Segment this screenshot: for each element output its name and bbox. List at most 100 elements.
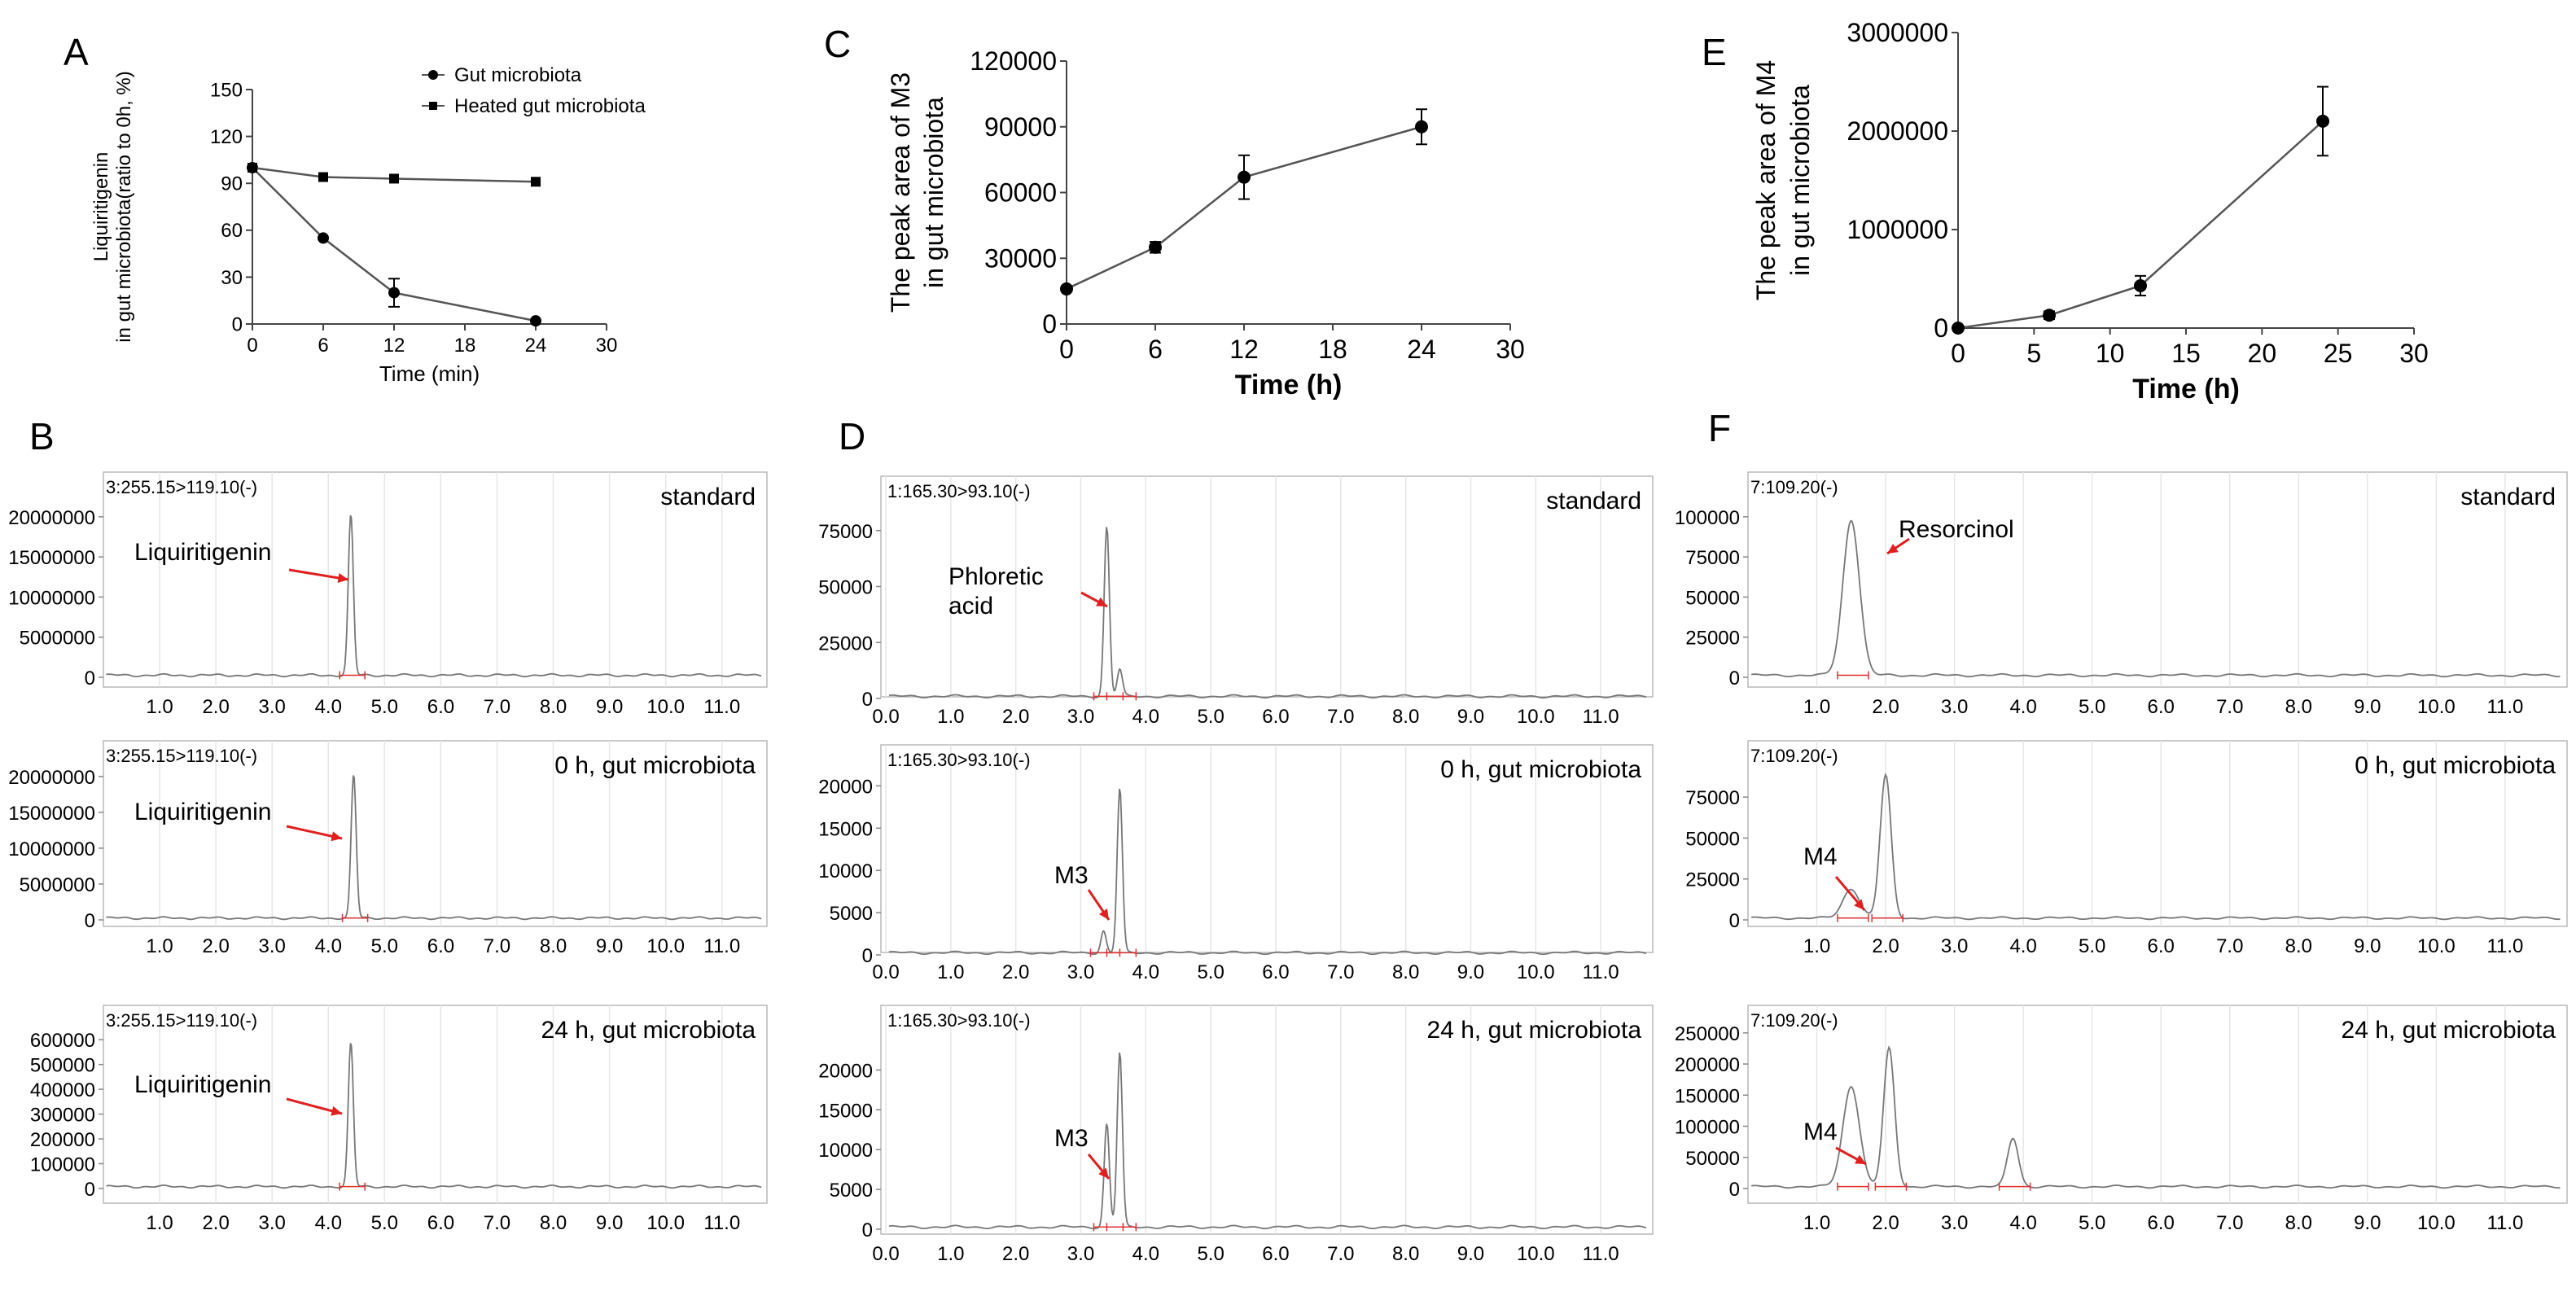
- panel-letter-a: A: [64, 31, 89, 73]
- data-point: [2043, 309, 2056, 322]
- y-tick-label: 0: [85, 668, 95, 690]
- y-tick-label: 1000000: [1847, 215, 1948, 244]
- y-tick-label: 150: [210, 79, 243, 101]
- x-tick-label: 6.0: [1262, 1243, 1289, 1265]
- annotation-arrowhead: [331, 831, 342, 842]
- x-tick-label: 2.0: [1872, 1212, 1899, 1234]
- chromatogram-trace: [888, 527, 1647, 699]
- chromatogram-frame: [103, 740, 768, 927]
- y-tick-label: 5000: [830, 903, 873, 925]
- data-point: [1952, 322, 1965, 335]
- x-tick-label: 15: [2171, 339, 2201, 368]
- chromatogram-frame: [880, 744, 1654, 953]
- y-tick-label: 100000: [1675, 1117, 1740, 1139]
- annotation-arrowhead: [1887, 543, 1899, 554]
- y-tick-label: 20000000: [8, 767, 95, 789]
- x-tick-label: 8.0: [2285, 1212, 2312, 1234]
- condition-label: 24 h, gut microbiota: [1427, 1017, 1642, 1044]
- x-tick-label: 24: [525, 335, 547, 357]
- x-tick-label: 8.0: [540, 696, 567, 718]
- x-tick-label: 3.0: [259, 1212, 286, 1234]
- x-tick-label: 4.0: [1132, 961, 1159, 983]
- x-tick-label: 2.0: [1872, 935, 1899, 957]
- condition-label: standard: [660, 484, 756, 510]
- y-tick-label: 2000000: [1847, 116, 1948, 146]
- peak-label: M4: [1803, 843, 1838, 870]
- data-point: [248, 163, 257, 173]
- chromatogram-frame: [103, 471, 768, 688]
- x-tick-label: 6: [318, 335, 328, 357]
- data-point: [1415, 120, 1428, 134]
- x-tick-label: 3.0: [1067, 706, 1094, 728]
- channel-label: 1:165.30>93.10(-): [887, 481, 1031, 501]
- y-tick-label: 25000: [818, 633, 873, 654]
- y-tick-label: 90: [221, 173, 243, 195]
- channel-label: 3:255.15>119.10(-): [106, 477, 257, 497]
- x-tick-label: 9.0: [2354, 935, 2381, 957]
- x-tick-label: 9.0: [2354, 696, 2381, 718]
- x-tick-label: 2.0: [202, 1212, 229, 1234]
- y-tick-label: 120000: [970, 46, 1057, 76]
- x-tick-label: 1.0: [937, 961, 964, 983]
- x-tick-label: 1.0: [1803, 935, 1830, 957]
- x-tick-label: 9.0: [596, 1212, 623, 1234]
- x-tick-label: 10.0: [646, 1212, 685, 1234]
- y-tick-label: 20000000: [8, 507, 95, 529]
- peak-label: acid: [948, 593, 993, 619]
- y-tick-label: 0: [862, 689, 873, 711]
- x-tick-label: 3.0: [1941, 1212, 1968, 1234]
- x-tick-label: 4.0: [2009, 935, 2036, 957]
- x-tick-label: 6.0: [2148, 935, 2175, 957]
- x-tick-label: 5.0: [1197, 1243, 1224, 1265]
- x-tick-label: 11.0: [1583, 961, 1619, 983]
- x-tick-label: 11.0: [2486, 696, 2523, 718]
- y-tick-label: 100000: [30, 1154, 95, 1176]
- x-tick-label: 4.0: [2009, 1212, 2036, 1234]
- x-tick-label: 11.0: [2486, 935, 2523, 957]
- panel-letter-b: B: [29, 415, 55, 457]
- condition-label: 0 h, gut microbiota: [2355, 752, 2556, 779]
- annotation-arrowhead: [1855, 1154, 1866, 1164]
- x-tick-label: 7.0: [484, 696, 510, 718]
- chromatogram-trace: [1751, 519, 2561, 678]
- data-point: [389, 173, 399, 184]
- channel-label: 7:109.20(-): [1750, 1010, 1838, 1031]
- y-tick-label: 75000: [818, 521, 873, 543]
- x-tick-label: 10.0: [1517, 706, 1555, 728]
- y-tick-label: 60000: [984, 178, 1057, 208]
- x-tick-label: 1.0: [146, 696, 173, 718]
- y-tick-label: 0: [85, 1179, 95, 1201]
- legend-label: Gut microbiota: [454, 64, 582, 86]
- x-tick-label: 6: [1148, 335, 1163, 364]
- panel-letter-e: E: [1702, 31, 1727, 73]
- chromatogram-trace: [1751, 1045, 2561, 1189]
- x-tick-label: 9.0: [1457, 961, 1484, 983]
- channel-label: 7:109.20(-): [1750, 746, 1838, 766]
- x-tick-label: 8.0: [1392, 1243, 1419, 1265]
- peak-label: Phloretic: [948, 563, 1044, 590]
- x-tick-label: 10.0: [646, 935, 685, 957]
- x-tick-label: 8.0: [540, 935, 567, 957]
- y-tick-label: 15000000: [8, 547, 95, 569]
- y-tick-label: 0: [862, 1219, 873, 1241]
- x-tick-label: 11.0: [2486, 1212, 2523, 1234]
- x-tick-label: 5.0: [371, 1212, 398, 1234]
- chromatogram-frame: [1747, 1005, 2568, 1204]
- legend-marker: [428, 70, 438, 80]
- x-tick-label: 24: [1407, 335, 1436, 364]
- x-tick-label: 3.0: [259, 935, 286, 957]
- y-tick-label: 3000000: [1847, 18, 1948, 47]
- x-tick-label: 4.0: [1132, 1243, 1159, 1265]
- x-axis-title: Time (h): [1235, 370, 1343, 401]
- x-tick-label: 6.0: [427, 1212, 454, 1234]
- peak-label: M3: [1054, 862, 1089, 889]
- y-tick-label: 50000: [1685, 828, 1740, 850]
- x-tick-label: 10.0: [2417, 1212, 2456, 1234]
- x-tick-label: 2.0: [202, 935, 229, 957]
- x-tick-label: 10.0: [1517, 1243, 1555, 1265]
- chromatogram-frame: [1747, 740, 2568, 927]
- y-axis-title: Liquiritigenin: [90, 152, 112, 262]
- channel-label: 1:165.30>93.10(-): [887, 1010, 1031, 1031]
- data-point: [2316, 114, 2329, 128]
- data-point: [388, 287, 400, 299]
